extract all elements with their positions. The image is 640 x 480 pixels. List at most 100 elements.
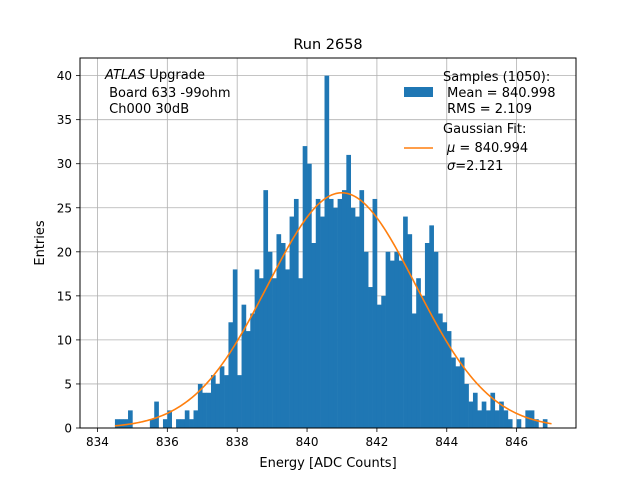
x-tick-label: 842 [365,435,388,449]
y-axis-label: Entries [33,220,48,266]
legend-fit-line-1: Gaussian Fit: [443,122,526,137]
histogram-bar [254,269,260,428]
y-tick-label: 25 [57,201,72,215]
histogram-bar [184,410,190,428]
histogram-bar [176,419,181,428]
histogram-bar [193,410,199,428]
histogram-bar [368,287,373,428]
x-tick-label: 840 [296,435,319,449]
histogram-bar [232,269,238,428]
histogram-bar [446,331,452,428]
histogram-bar [503,410,509,428]
histogram-bar [359,190,365,428]
histogram-bar [403,216,408,428]
histogram-bar [197,383,203,428]
histogram-bar [416,278,421,428]
y-tick-label: 35 [57,113,72,127]
legend-sigma-value: =2.121 [455,159,503,174]
annotation-line-2: Board 633 -99ohm [105,86,231,101]
histogram-bar [534,419,539,428]
histogram-bar [128,410,133,428]
histogram-bar [350,207,356,428]
annotation-block: ATLAS Upgrade Board 633 -99ohm Ch000 30d… [104,68,231,117]
histogram-bar [333,207,338,428]
histogram-bar [293,198,299,428]
histogram-bar [280,243,286,428]
histogram-bar [206,392,212,428]
legend-mu-symbol: μ [446,141,455,156]
histogram-bar [267,251,273,428]
histogram-bars [114,75,548,428]
histogram-bar [123,419,129,428]
histogram-bar [429,225,434,428]
histogram-bar [276,234,282,428]
histogram-bar [542,419,548,428]
histogram-bar [162,419,168,428]
histogram-bar [202,392,207,428]
histogram-bar [455,366,461,428]
histogram-bar [451,357,456,428]
histogram-bar [114,419,120,428]
x-tick-label: 834 [86,435,109,449]
histogram-bar [459,357,465,428]
histogram-bar [363,251,369,428]
histogram-bar [499,401,504,428]
histogram-bar [263,190,269,428]
histogram-bar [355,216,360,428]
histogram-bar [341,190,347,428]
x-axis-ticks: 834 836 838 840 842 844 846 [86,428,528,449]
histogram-bar [241,304,247,428]
histogram-bar [237,375,242,428]
histogram-bar [398,260,404,428]
annotation-upgrade: Upgrade [145,68,205,83]
histogram-bar [407,234,413,428]
histogram-bar [224,375,229,428]
histogram-bar [324,75,330,428]
histogram-bar [372,198,378,428]
gaussian-fit-curve [114,191,552,427]
legend-histogram-swatch [404,87,433,97]
y-tick-label: 10 [57,333,72,347]
y-axis-ticks: 0 5 10 15 20 25 30 35 40 [57,69,80,436]
histogram-bar [298,278,303,428]
legend-mu-value: = 840.994 [455,141,528,156]
x-tick-label: 836 [156,435,179,449]
histogram-bar [376,304,382,428]
histogram-bar [438,313,443,428]
histogram-bar [507,419,513,428]
histogram-bar [490,392,496,428]
annotation-atlas: ATLAS [104,68,145,83]
histogram-bar [259,278,264,428]
histogram-bar [464,383,469,428]
histogram-bar [119,419,124,428]
histogram-bar [315,198,321,428]
histogram-bar [328,198,334,428]
histogram-bar [285,269,290,428]
histogram-bar [346,154,352,428]
histogram-bar [433,251,439,428]
histogram-bar [320,216,325,428]
legend-fit-line-3: σ=2.121 [447,159,503,174]
chart-title: Run 2658 [293,37,362,53]
x-tick-label: 844 [435,435,458,449]
legend-sigma-symbol: σ [447,159,456,174]
legend-histogram-line-1: Samples (1050): [443,70,550,85]
y-tick-label: 5 [64,377,72,391]
histogram-bar [149,419,155,428]
y-tick-label: 20 [57,245,72,259]
histogram-bar [525,410,531,428]
histogram-bar [468,401,474,428]
histogram-bar [486,410,491,428]
histogram-bar [390,260,395,428]
x-axis-label: Energy [ADC Counts] [259,456,396,471]
histogram-bar [289,216,295,428]
histogram-bar [381,295,386,428]
histogram-bar [481,401,487,428]
annotation-line-3: Ch000 30dB [105,102,189,117]
x-tick-label: 846 [505,435,528,449]
legend-histogram-line-3: RMS = 2.109 [443,102,532,117]
histogram-bar [337,198,343,428]
histogram-bar [311,243,317,428]
legend: Samples (1050): Mean = 840.998 RMS = 2.1… [404,70,555,174]
